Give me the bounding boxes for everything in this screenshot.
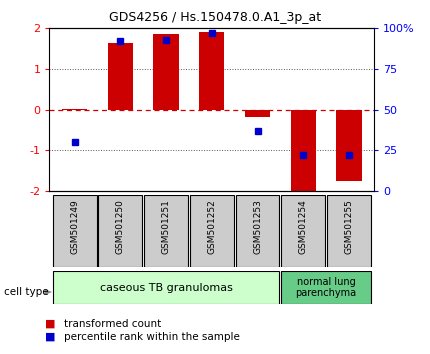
Text: GSM501254: GSM501254 bbox=[299, 199, 308, 254]
Bar bbox=[62, 109, 87, 110]
Text: GSM501249: GSM501249 bbox=[70, 199, 79, 254]
Text: GDS4256 / Hs.150478.0.A1_3p_at: GDS4256 / Hs.150478.0.A1_3p_at bbox=[109, 11, 321, 24]
Bar bbox=[336, 110, 362, 181]
Text: cell type: cell type bbox=[4, 287, 49, 297]
Bar bbox=[236, 195, 280, 267]
Bar bbox=[281, 271, 371, 304]
Text: caseous TB granulomas: caseous TB granulomas bbox=[100, 282, 233, 293]
Bar bbox=[190, 195, 234, 267]
Text: percentile rank within the sample: percentile rank within the sample bbox=[64, 332, 240, 342]
Bar bbox=[144, 195, 188, 267]
Bar bbox=[52, 271, 280, 304]
Text: transformed count: transformed count bbox=[64, 319, 162, 329]
Bar bbox=[154, 34, 178, 110]
Bar bbox=[245, 110, 270, 117]
Bar bbox=[281, 195, 325, 267]
Bar bbox=[327, 195, 371, 267]
Bar bbox=[199, 32, 224, 110]
Text: GSM501253: GSM501253 bbox=[253, 199, 262, 254]
Text: GSM501251: GSM501251 bbox=[162, 199, 171, 254]
Bar bbox=[52, 195, 97, 267]
Text: normal lung
parenchyma: normal lung parenchyma bbox=[295, 277, 356, 298]
Bar bbox=[108, 42, 133, 110]
Bar bbox=[291, 110, 316, 193]
Text: GSM501255: GSM501255 bbox=[344, 199, 353, 254]
Text: ■: ■ bbox=[45, 319, 55, 329]
Text: GSM501250: GSM501250 bbox=[116, 199, 125, 254]
Text: GSM501252: GSM501252 bbox=[207, 199, 216, 254]
Polygon shape bbox=[44, 289, 52, 295]
Bar bbox=[98, 195, 142, 267]
Text: ■: ■ bbox=[45, 332, 55, 342]
